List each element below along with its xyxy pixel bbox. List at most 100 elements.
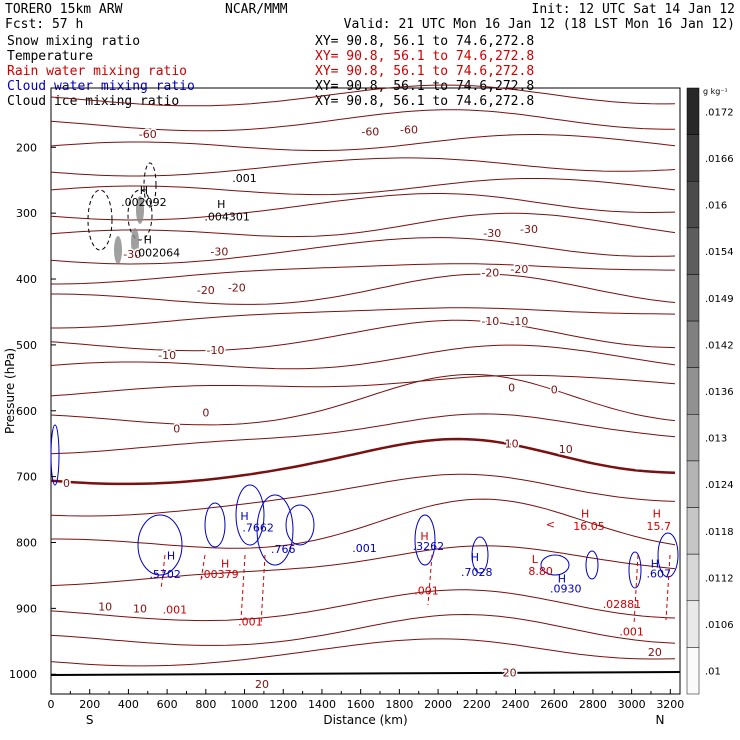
- isotherm: [50, 178, 676, 196]
- colorbar-label: .0124: [705, 480, 734, 491]
- terrain-line: [50, 671, 681, 676]
- isotherm-label: 0: [202, 407, 209, 420]
- isotherm-label: 0: [508, 382, 515, 395]
- cloud-label: .002064: [135, 247, 181, 260]
- isotherm-label: 0: [173, 423, 180, 436]
- x-tick-label: 1200: [269, 698, 297, 711]
- cloud-label: H: [144, 234, 152, 247]
- isotherm: [51, 273, 676, 305]
- y-tick-label: 900: [16, 602, 37, 615]
- cloud-label: L: [532, 553, 539, 566]
- colorbar-cell: [686, 227, 700, 275]
- colorbar-label: .013: [705, 434, 727, 445]
- x-tick-label: 1600: [347, 698, 375, 711]
- colorbar-label: .0118: [705, 527, 734, 538]
- isotherm-label: -30: [520, 223, 538, 236]
- cloud-label: H: [581, 508, 589, 521]
- x-tick-label: 3200: [656, 698, 684, 711]
- colorbar: .0172 .0166 .016 .0154 .0149 .0142 .0136 .013 .0…: [686, 87, 734, 695]
- x-tick-label: 800: [195, 698, 216, 711]
- colorbar-cell: [686, 180, 700, 229]
- rain-contour: [200, 554, 206, 581]
- x-tick-label: 2400: [501, 698, 529, 711]
- isotherm: [50, 109, 675, 132]
- isotherm: [50, 134, 676, 151]
- field-name: Cloud ice mixing ratio: [7, 94, 179, 109]
- cloud-contour: [414, 514, 436, 566]
- isotherm-label: -30: [483, 227, 501, 240]
- isotherm-label: 0: [551, 384, 558, 397]
- field-xy: XY= 90.8, 56.1 to 74.6,272.8: [315, 49, 534, 64]
- cloud-label: .02881: [603, 598, 642, 611]
- cloud-label: .001: [619, 625, 644, 638]
- y-tick-label: 400: [16, 273, 37, 286]
- cloud-label: H: [653, 508, 661, 521]
- isotherm-label: -30: [210, 245, 228, 258]
- cloud-label: .002092: [121, 196, 167, 209]
- x-tick-label: 1000: [231, 698, 259, 711]
- axes: 0 200 400 600 800 1000 1200 1400 1600 1800 2000 220…: [3, 141, 684, 727]
- x-tick-label: 2200: [463, 698, 491, 711]
- org-label: NCAR/MMM: [225, 2, 288, 17]
- colorbar-label: .0149: [705, 294, 734, 305]
- cloud-contour: [585, 550, 599, 580]
- y-tick-label: 200: [16, 141, 37, 154]
- colorbar-label: .0112: [705, 573, 734, 584]
- cloud-label: H: [471, 551, 479, 564]
- snow-shading: [131, 228, 139, 256]
- rain-contour: [160, 554, 166, 591]
- cloud-label: .3262: [413, 540, 445, 553]
- isotherm-label: 20: [255, 678, 269, 691]
- isotherm-label: -60: [139, 128, 157, 141]
- colorbar-cell: [686, 600, 700, 648]
- rain-contour: [427, 554, 433, 606]
- colorbar-cell: [686, 274, 700, 322]
- forecast-hour: Fcst: 57 h: [5, 17, 83, 32]
- colorbar-cell: [686, 460, 700, 508]
- cloud-contour: [137, 514, 183, 576]
- cloud-label: .5702: [149, 568, 181, 581]
- colorbar-label: .0154: [705, 247, 734, 258]
- cloud-contour: [87, 189, 113, 251]
- isotherm-label: -30: [123, 248, 141, 261]
- isotherm: [50, 589, 676, 622]
- isotherm: [50, 212, 676, 238]
- isotherm: [50, 319, 676, 352]
- cloud-label: H: [221, 558, 229, 571]
- y-tick-label: 1000: [9, 668, 37, 681]
- cloud-label: .001: [238, 616, 263, 629]
- cloud-label: .607: [646, 567, 671, 580]
- isotherm-label: -10: [510, 315, 528, 328]
- snow-shading: [114, 236, 122, 264]
- colorbar-label: .0142: [705, 340, 734, 351]
- rain-contour: [240, 554, 246, 621]
- x-axis-label: Distance (km): [323, 713, 407, 727]
- x-tick-label: 2000: [424, 698, 452, 711]
- cloud-contour: [50, 424, 60, 486]
- y-tick-label: 800: [16, 537, 37, 550]
- isotherm-label: -20: [197, 284, 215, 297]
- cloud-contour: [628, 551, 642, 589]
- y-axis-label: Pressure (hPa): [3, 348, 17, 434]
- colorbar-cell: [686, 367, 700, 415]
- cloud-label: .00379: [200, 568, 239, 581]
- cloud-label: .001: [414, 585, 439, 598]
- cloud-label: 15.7: [646, 520, 671, 533]
- y-tick-label: 500: [16, 339, 37, 352]
- colorbar-label: .016: [705, 201, 727, 212]
- cloud-contour: [127, 189, 153, 241]
- rain-contour: [665, 554, 671, 621]
- x-tick-label: 3000: [618, 698, 646, 711]
- isotherm: [50, 344, 676, 370]
- cloud-label: .7028: [461, 566, 493, 579]
- cloud-label: 8.80: [528, 565, 553, 578]
- isotherm: [50, 193, 676, 221]
- cloud-label: .0930: [550, 583, 582, 596]
- snow-shading: [136, 196, 144, 224]
- colorbar-cell: [686, 134, 700, 182]
- cloud-label: .004301: [204, 210, 250, 223]
- colorbar-cell: [686, 553, 700, 602]
- isotherm: [51, 307, 676, 329]
- cloud-label: .766: [271, 543, 296, 556]
